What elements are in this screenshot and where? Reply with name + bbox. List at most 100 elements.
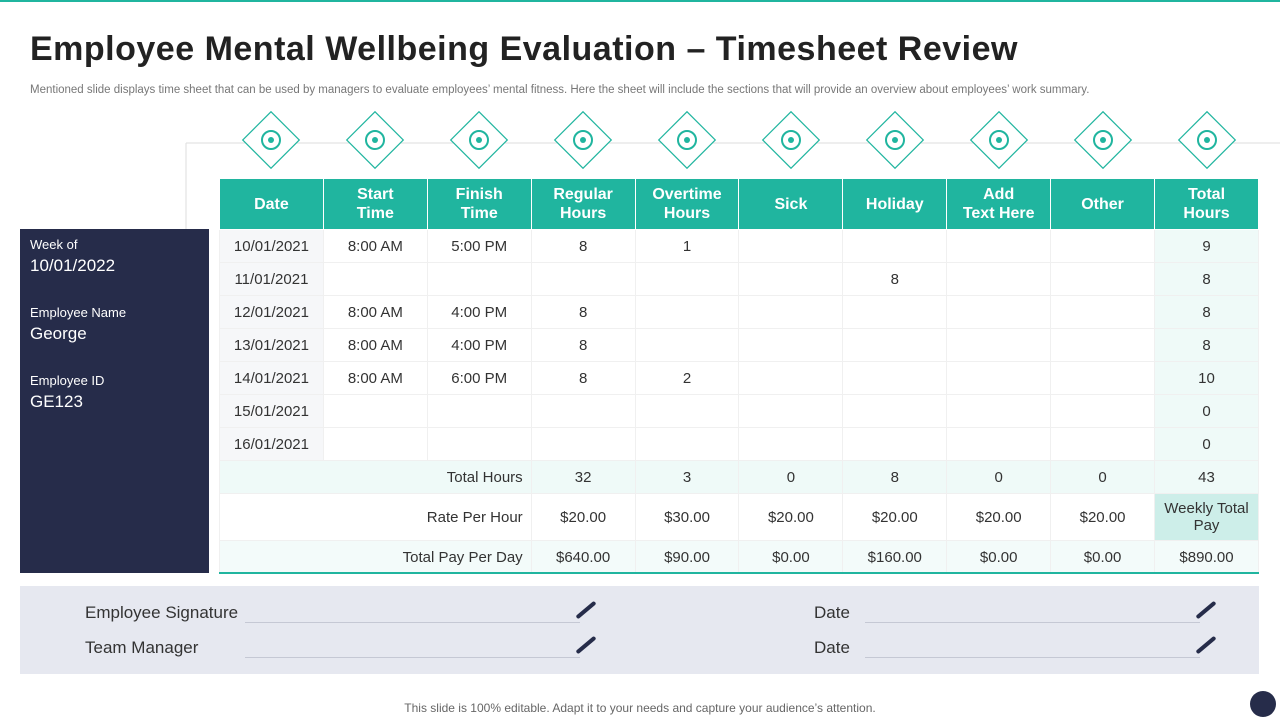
summary-cell: $90.00: [634, 540, 740, 574]
column-header: Regular Hours: [530, 178, 636, 230]
sidebar-label: Week of: [30, 237, 78, 252]
cell: [1050, 229, 1156, 263]
cell: 8: [530, 328, 636, 362]
signature-line: [865, 657, 1200, 658]
summary-cell: 3: [634, 460, 740, 494]
summary-cell: $20.00: [946, 493, 1052, 541]
cell: 8:00 AM: [322, 295, 428, 329]
cell: 0: [1154, 394, 1259, 428]
signature-line: [865, 622, 1200, 623]
column-header: Date: [219, 178, 324, 230]
sidebar-label: Employee Name: [30, 305, 127, 320]
summary-cell: 32: [530, 460, 636, 494]
cell: 10: [1154, 361, 1259, 395]
cell: [634, 394, 740, 428]
icon-dot: [788, 137, 794, 143]
icon-glyph: [885, 130, 905, 150]
cell: [738, 295, 844, 329]
column-header: Add Text Here: [946, 178, 1052, 230]
pen-icon: [1195, 600, 1217, 620]
summary-cell: $20.00: [530, 493, 636, 541]
cell: [946, 262, 1052, 296]
data-row: 10/01/2021 8:00 AM 5:00 PM 8 1 9: [219, 229, 1259, 263]
cell: [842, 295, 948, 329]
cell: 4:00 PM: [426, 328, 532, 362]
signature-panel: Employee Signature Date Team Manager Date: [20, 586, 1259, 674]
cell: 8: [530, 229, 636, 263]
summary-row: Total Pay Per Day $640.00 $90.00 $0.00 $160.…: [219, 540, 1259, 574]
cell: [842, 229, 948, 263]
sidebar: Week of 10/01/2022 Employee Name George Empl…: [20, 229, 209, 573]
cell: [946, 361, 1052, 395]
cell: [426, 427, 532, 461]
cell: 12/01/2021: [219, 295, 324, 329]
cell: [1050, 295, 1156, 329]
icon-dot: [892, 137, 898, 143]
subtitle: Mentioned slide displays time sheet that…: [30, 84, 1090, 96]
summary-cell: $20.00: [738, 493, 844, 541]
icon-glyph: [573, 130, 593, 150]
sidebar-label: Employee ID: [30, 373, 105, 388]
summary-cell: $890.00: [1154, 540, 1259, 574]
cell: [634, 328, 740, 362]
cell: [842, 394, 948, 428]
top-rule: [0, 0, 1280, 2]
icon-glyph: [781, 130, 801, 150]
summary-cell: $0.00: [946, 540, 1052, 574]
column-header: Holiday: [842, 178, 948, 230]
data-row: 16/01/2021 0: [219, 427, 1259, 461]
column-header: Start Time: [322, 178, 428, 230]
cell: 15/01/2021: [219, 394, 324, 428]
cell: [634, 295, 740, 329]
pen-icon: [575, 600, 597, 620]
cell: 14/01/2021: [219, 361, 324, 395]
cell: 11/01/2021: [219, 262, 324, 296]
sidebar-value: George: [30, 324, 87, 343]
sidebar-value: 10/01/2022: [30, 256, 116, 275]
icon-dot: [996, 137, 1002, 143]
summary-label: Total Pay Per Day: [219, 540, 532, 574]
cell: 2: [634, 361, 740, 395]
cell: [738, 229, 844, 263]
cell: 8: [1154, 328, 1259, 362]
cell: [1050, 394, 1156, 428]
icon-dot: [372, 137, 378, 143]
summary-cell: $20.00: [1050, 493, 1156, 541]
table-rule: [219, 572, 1259, 574]
data-row: 12/01/2021 8:00 AM 4:00 PM 8 8: [219, 295, 1259, 329]
cell: [946, 427, 1052, 461]
cell: [946, 394, 1052, 428]
cell: [322, 427, 428, 461]
column-header: Other: [1050, 178, 1156, 230]
cell: [530, 262, 636, 296]
cell: 8:00 AM: [322, 328, 428, 362]
cell: [426, 262, 532, 296]
data-row: 11/01/2021 8 8: [219, 262, 1259, 296]
summary-cell: 43: [1154, 460, 1259, 494]
cell: [322, 394, 428, 428]
icon-glyph: [1197, 130, 1217, 150]
date-label: Date: [814, 603, 850, 622]
timesheet-table: Date Start Time Finish Time Regular Hours Ov…: [219, 178, 1259, 574]
cell: [842, 427, 948, 461]
icon-glyph: [1093, 130, 1113, 150]
icon-glyph: [677, 130, 697, 150]
cell: 8: [530, 295, 636, 329]
column-header: Sick: [738, 178, 844, 230]
pen-icon: [575, 635, 597, 655]
icon-glyph: [261, 130, 281, 150]
cell: [946, 328, 1052, 362]
cell: [634, 262, 740, 296]
icon-dot: [268, 137, 274, 143]
cell: [946, 229, 1052, 263]
cell: [842, 361, 948, 395]
summary-cell: Weekly Total Pay: [1154, 493, 1259, 541]
cell: [426, 394, 532, 428]
cell: [1050, 427, 1156, 461]
pen-icon: [1195, 635, 1217, 655]
cell: [1050, 262, 1156, 296]
summary-cell: $30.00: [634, 493, 740, 541]
cell: 8: [1154, 262, 1259, 296]
cell: 16/01/2021: [219, 427, 324, 461]
